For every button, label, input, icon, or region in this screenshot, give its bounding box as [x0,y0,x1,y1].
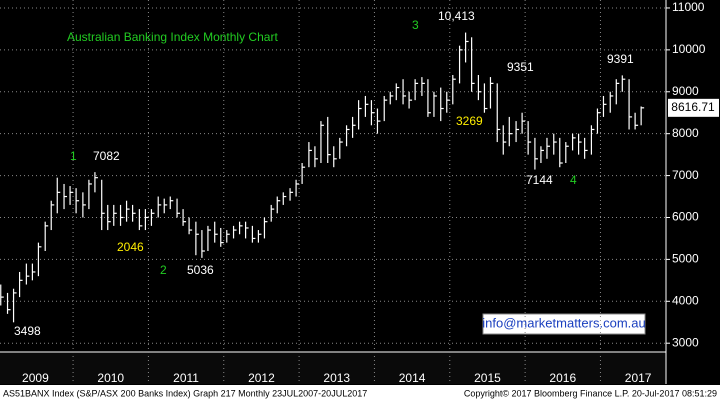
x-tick-label: 2015 [474,371,501,385]
footer-band [0,385,720,402]
annotation: 2 [160,263,167,277]
footer-left: AS51BANX Index (S&P/ASX 200 Banks Index)… [3,388,367,398]
y-tick-label: 10000 [672,42,706,56]
annotation: 3 [412,18,419,32]
annotation: 5036 [187,263,214,277]
annotation: 2046 [117,240,144,254]
y-tick-label: 6000 [672,210,699,224]
last-price: 8616.71 [671,100,715,114]
x-tick-label: 2010 [97,371,124,385]
annotation: 3269 [456,114,483,128]
x-tick-label: 2017 [625,371,652,385]
x-tick-label: 2013 [323,371,350,385]
annotation: 7082 [93,149,120,163]
y-tick-label: 8000 [672,126,699,140]
contact-box [482,313,646,335]
x-tick-label: 2009 [22,371,49,385]
y-tick-label: 9000 [672,84,699,98]
x-tick-label: 2014 [399,371,426,385]
y-tick-label: 11000 [672,0,705,14]
chart-title: Australian Banking Index Monthly Chart [67,30,278,44]
annotation: 9351 [507,60,534,74]
last-price-box [668,98,719,117]
annotation: 9391 [607,52,634,66]
y-tick-label: 3000 [672,335,699,349]
x-tick-label: 2016 [549,371,576,385]
x-tick-label: 2011 [173,371,199,385]
annotation: 10,413 [438,9,475,23]
annotation: 7144 [526,173,553,187]
annotation: 1 [70,149,77,163]
annotation: 3498 [14,324,41,338]
footer-right: Copyright© 2017 Bloomberg Finance L.P. 2… [464,388,717,398]
y-tick-label: 7000 [672,168,699,182]
annotation: 4 [570,173,577,187]
y-tick-label: 5000 [672,252,699,266]
y-tick-label: 4000 [672,293,699,307]
contact: info@marketmatters.com.au [482,315,645,330]
x-tick-label: 2012 [248,371,275,385]
x-axis-band [0,352,666,384]
